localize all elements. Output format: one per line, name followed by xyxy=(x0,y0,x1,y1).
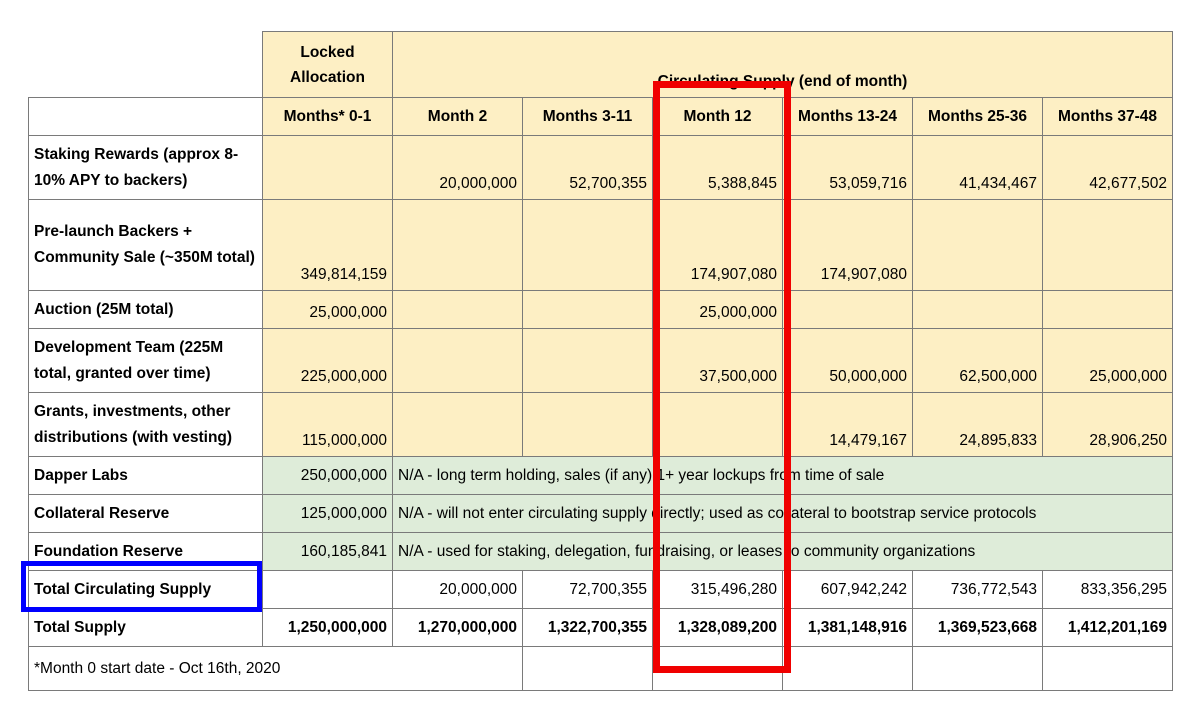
value-cell: 174,907,080 xyxy=(782,199,913,291)
value-cell xyxy=(522,199,653,291)
empty-cell xyxy=(522,646,653,691)
note-cell: N/A - long term holding, sales (if any) … xyxy=(392,456,1173,495)
value-cell: 1,369,523,668 xyxy=(912,608,1043,647)
value-cell: 14,479,167 xyxy=(782,392,913,457)
value-cell: 25,000,000 xyxy=(262,290,393,329)
value-cell: 52,700,355 xyxy=(522,135,653,200)
footnote-row: *Month 0 start date - Oct 16th, 2020 xyxy=(28,646,1173,691)
value-cell: 833,356,295 xyxy=(1042,570,1173,609)
column-header: Month 2 xyxy=(392,97,523,136)
value-cell xyxy=(782,290,913,329)
value-cell xyxy=(262,135,393,200)
empty-cell xyxy=(782,646,913,691)
row-label: Collateral Reserve xyxy=(28,494,263,533)
header-row-top: Locked Allocation Circulating Supply (en… xyxy=(28,31,1173,98)
locked-allocation-header: Locked Allocation xyxy=(262,31,393,98)
value-cell: 20,000,000 xyxy=(392,135,523,200)
column-header: Months* 0-1 xyxy=(262,97,393,136)
column-header: Months 3-11 xyxy=(522,97,653,136)
value-cell: 50,000,000 xyxy=(782,328,913,393)
value-cell xyxy=(912,290,1043,329)
column-header: Months 13-24 xyxy=(782,97,913,136)
value-cell: 315,496,280 xyxy=(652,570,783,609)
row-label: Total Supply xyxy=(28,608,263,647)
value-cell: 1,322,700,355 xyxy=(522,608,653,647)
row-label: Grants, investments, other distributions… xyxy=(28,392,263,457)
value-cell: 25,000,000 xyxy=(1042,328,1173,393)
total-supply-row: Total Supply 1,250,000,000 1,270,000,000 1,… xyxy=(28,608,1173,647)
allocation-row: Pre-launch Backers + Community Sale (~35… xyxy=(28,199,1173,291)
value-cell: 349,814,159 xyxy=(262,199,393,291)
value-cell xyxy=(522,392,653,457)
value-cell: 24,895,833 xyxy=(912,392,1043,457)
value-cell: 42,677,502 xyxy=(1042,135,1173,200)
row-label: Total Circulating Supply xyxy=(28,570,263,609)
value-cell xyxy=(392,199,523,291)
corner-cell xyxy=(28,97,263,136)
value-cell xyxy=(1042,199,1173,291)
value-cell: 1,381,148,916 xyxy=(782,608,913,647)
value-cell: 72,700,355 xyxy=(522,570,653,609)
column-header: Months 25-36 xyxy=(912,97,1043,136)
reserve-row: Dapper Labs 250,000,000 N/A - long term ho… xyxy=(28,456,1173,495)
row-label: Development Team (225M total, granted ov… xyxy=(28,328,263,393)
note-cell: N/A - used for staking, delegation, fund… xyxy=(392,532,1173,571)
value-cell: 20,000,000 xyxy=(392,570,523,609)
value-cell: 53,059,716 xyxy=(782,135,913,200)
value-cell: 5,388,845 xyxy=(652,135,783,200)
value-cell: 25,000,000 xyxy=(652,290,783,329)
value-cell: 28,906,250 xyxy=(1042,392,1173,457)
value-cell: 37,500,000 xyxy=(652,328,783,393)
reserve-row: Collateral Reserve 125,000,000 N/A - will … xyxy=(28,494,1173,533)
value-cell xyxy=(392,392,523,457)
value-cell xyxy=(522,290,653,329)
empty-cell xyxy=(652,646,783,691)
note-cell: N/A - will not enter circulating supply … xyxy=(392,494,1173,533)
value-cell: 115,000,000 xyxy=(262,392,393,457)
value-cell xyxy=(522,328,653,393)
value-cell: 1,328,089,200 xyxy=(652,608,783,647)
value-cell: 62,500,000 xyxy=(912,328,1043,393)
column-header: Months 37-48 xyxy=(1042,97,1173,136)
allocation-row: Development Team (225M total, granted ov… xyxy=(28,328,1173,393)
value-cell: 174,907,080 xyxy=(652,199,783,291)
column-header-row: Months* 0-1 Month 2 Months 3-11 Month 12… xyxy=(28,97,1173,136)
empty-cell xyxy=(912,646,1043,691)
footnote: *Month 0 start date - Oct 16th, 2020 xyxy=(28,646,523,691)
value-cell xyxy=(1042,290,1173,329)
value-cell: 736,772,543 xyxy=(912,570,1043,609)
value-cell: 1,412,201,169 xyxy=(1042,608,1173,647)
allocation-row: Grants, investments, other distributions… xyxy=(28,392,1173,457)
value-cell xyxy=(392,290,523,329)
row-label: Foundation Reserve xyxy=(28,532,263,571)
row-label: Pre-launch Backers + Community Sale (~35… xyxy=(28,199,263,291)
value-cell: 41,434,467 xyxy=(912,135,1043,200)
empty-cell xyxy=(1042,646,1173,691)
value-cell xyxy=(912,199,1043,291)
token-distribution-table: Locked Allocation Circulating Supply (en… xyxy=(28,31,1173,691)
value-cell xyxy=(262,570,393,609)
allocation-row: Staking Rewards (approx 8-10% APY to bac… xyxy=(28,135,1173,200)
locked-value: 125,000,000 xyxy=(262,494,393,533)
value-cell: 1,270,000,000 xyxy=(392,608,523,647)
value-cell xyxy=(652,392,783,457)
row-label: Staking Rewards (approx 8-10% APY to bac… xyxy=(28,135,263,200)
circulating-supply-header: Circulating Supply (end of month) xyxy=(392,31,1173,98)
row-label: Dapper Labs xyxy=(28,456,263,495)
locked-value: 160,185,841 xyxy=(262,532,393,571)
value-cell: 225,000,000 xyxy=(262,328,393,393)
column-header: Month 12 xyxy=(652,97,783,136)
value-cell: 1,250,000,000 xyxy=(262,608,393,647)
value-cell xyxy=(392,328,523,393)
value-cell: 607,942,242 xyxy=(782,570,913,609)
total-circulating-row: Total Circulating Supply 20,000,000 72,700… xyxy=(28,570,1173,609)
locked-value: 250,000,000 xyxy=(262,456,393,495)
reserve-row: Foundation Reserve 160,185,841 N/A - used … xyxy=(28,532,1173,571)
row-label: Auction (25M total) xyxy=(28,290,263,329)
allocation-row: Auction (25M total) 25,000,000 25,000,000 xyxy=(28,290,1173,329)
